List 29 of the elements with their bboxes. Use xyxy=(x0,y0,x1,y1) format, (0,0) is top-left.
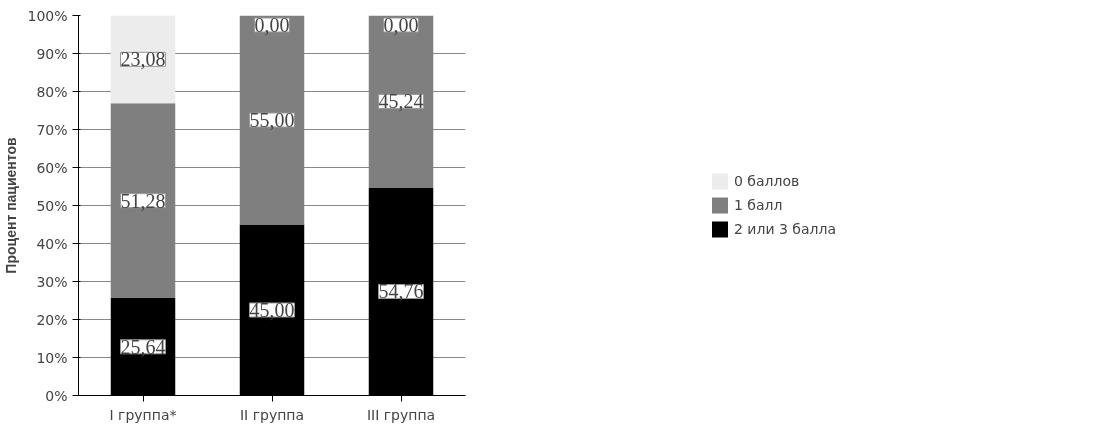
bar xyxy=(110,103,176,299)
y-tick-label: 10% xyxy=(36,349,68,366)
data-label: 23,08 xyxy=(120,48,166,71)
x-tick-label: II группа xyxy=(239,406,305,423)
y-tick-label: 60% xyxy=(36,159,68,176)
legend-label: 1 балл xyxy=(734,197,783,213)
y-tick-label: 0% xyxy=(45,387,68,404)
y-tick-label: 100% xyxy=(27,7,68,24)
y-tick-label: 30% xyxy=(36,273,68,290)
y-tick-label: 90% xyxy=(36,45,68,62)
data-label: 45,00 xyxy=(249,299,295,321)
data-label: 54,76 xyxy=(378,280,424,303)
legend-label: 0 баллов xyxy=(734,173,800,189)
data-label: 55,00 xyxy=(249,109,295,131)
bar xyxy=(110,15,176,104)
data-label: 45,24 xyxy=(378,90,424,113)
data-label: 51,28 xyxy=(120,189,166,212)
legend-label: 2 или 3 балла xyxy=(734,221,836,237)
data-label: 0,00 xyxy=(383,14,419,36)
y-tick-label: 40% xyxy=(36,235,68,252)
y-tick-label: 80% xyxy=(36,83,68,100)
data-label: 25,64 xyxy=(120,335,166,358)
y-axis-title: Процент пациентов xyxy=(3,136,20,274)
y-tick-label: 20% xyxy=(36,311,68,328)
x-tick-label: III группа xyxy=(366,406,436,423)
y-tick-label: 50% xyxy=(36,197,68,214)
data-label: 0,00 xyxy=(254,14,290,36)
y-tick-label: 70% xyxy=(36,121,68,138)
x-tick-label: I группа* xyxy=(109,406,177,423)
